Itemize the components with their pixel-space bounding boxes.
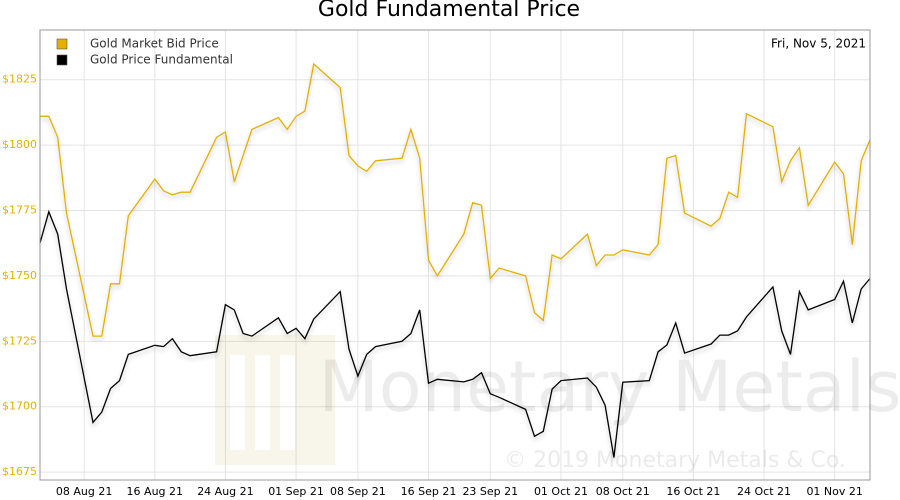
y-tick-label: $1800 [2,138,37,151]
y-tick-label: $1825 [2,73,37,86]
x-tick-label: 08 Sep 21 [330,485,386,498]
legend-swatch [56,38,68,50]
x-tick-label: 23 Sep 21 [462,485,518,498]
y-tick-label: $1725 [2,334,37,347]
y-tick-label: $1675 [2,465,37,478]
x-tick-label: 16 Aug 21 [127,485,183,498]
annotation: Fri, Nov 5, 2021 [771,37,866,51]
plot-frame [39,29,871,481]
watermark: Monetary Metals [318,346,900,428]
x-tick-label: 16 Sep 21 [401,485,457,498]
y-tick-label: $1700 [2,400,37,413]
y-tick-label: $1750 [2,269,37,282]
x-tick-label: 08 Oct 21 [596,485,650,498]
x-tick-label: 01 Nov 21 [806,485,862,498]
y-tick-label: $1775 [2,204,37,217]
x-tick-label: 24 Oct 21 [737,485,791,498]
chart-title: Gold Fundamental Price [318,0,580,22]
legend-swatch [56,54,68,66]
legend-label: Gold Market Bid Price [90,37,219,51]
x-tick-label: 08 Aug 21 [56,485,112,498]
legend-label: Gold Price Fundamental [90,53,233,67]
series-line [39,209,871,458]
x-tick-label: 24 Aug 21 [197,485,253,498]
watermark-logo [215,335,335,465]
watermark-footer: © 2019 Monetary Metals & Co. [504,448,846,473]
x-tick-label: 01 Oct 21 [534,485,588,498]
x-tick-label: 16 Oct 21 [666,485,720,498]
x-tick-label: 01 Sep 21 [268,485,324,498]
series-line [40,62,871,337]
